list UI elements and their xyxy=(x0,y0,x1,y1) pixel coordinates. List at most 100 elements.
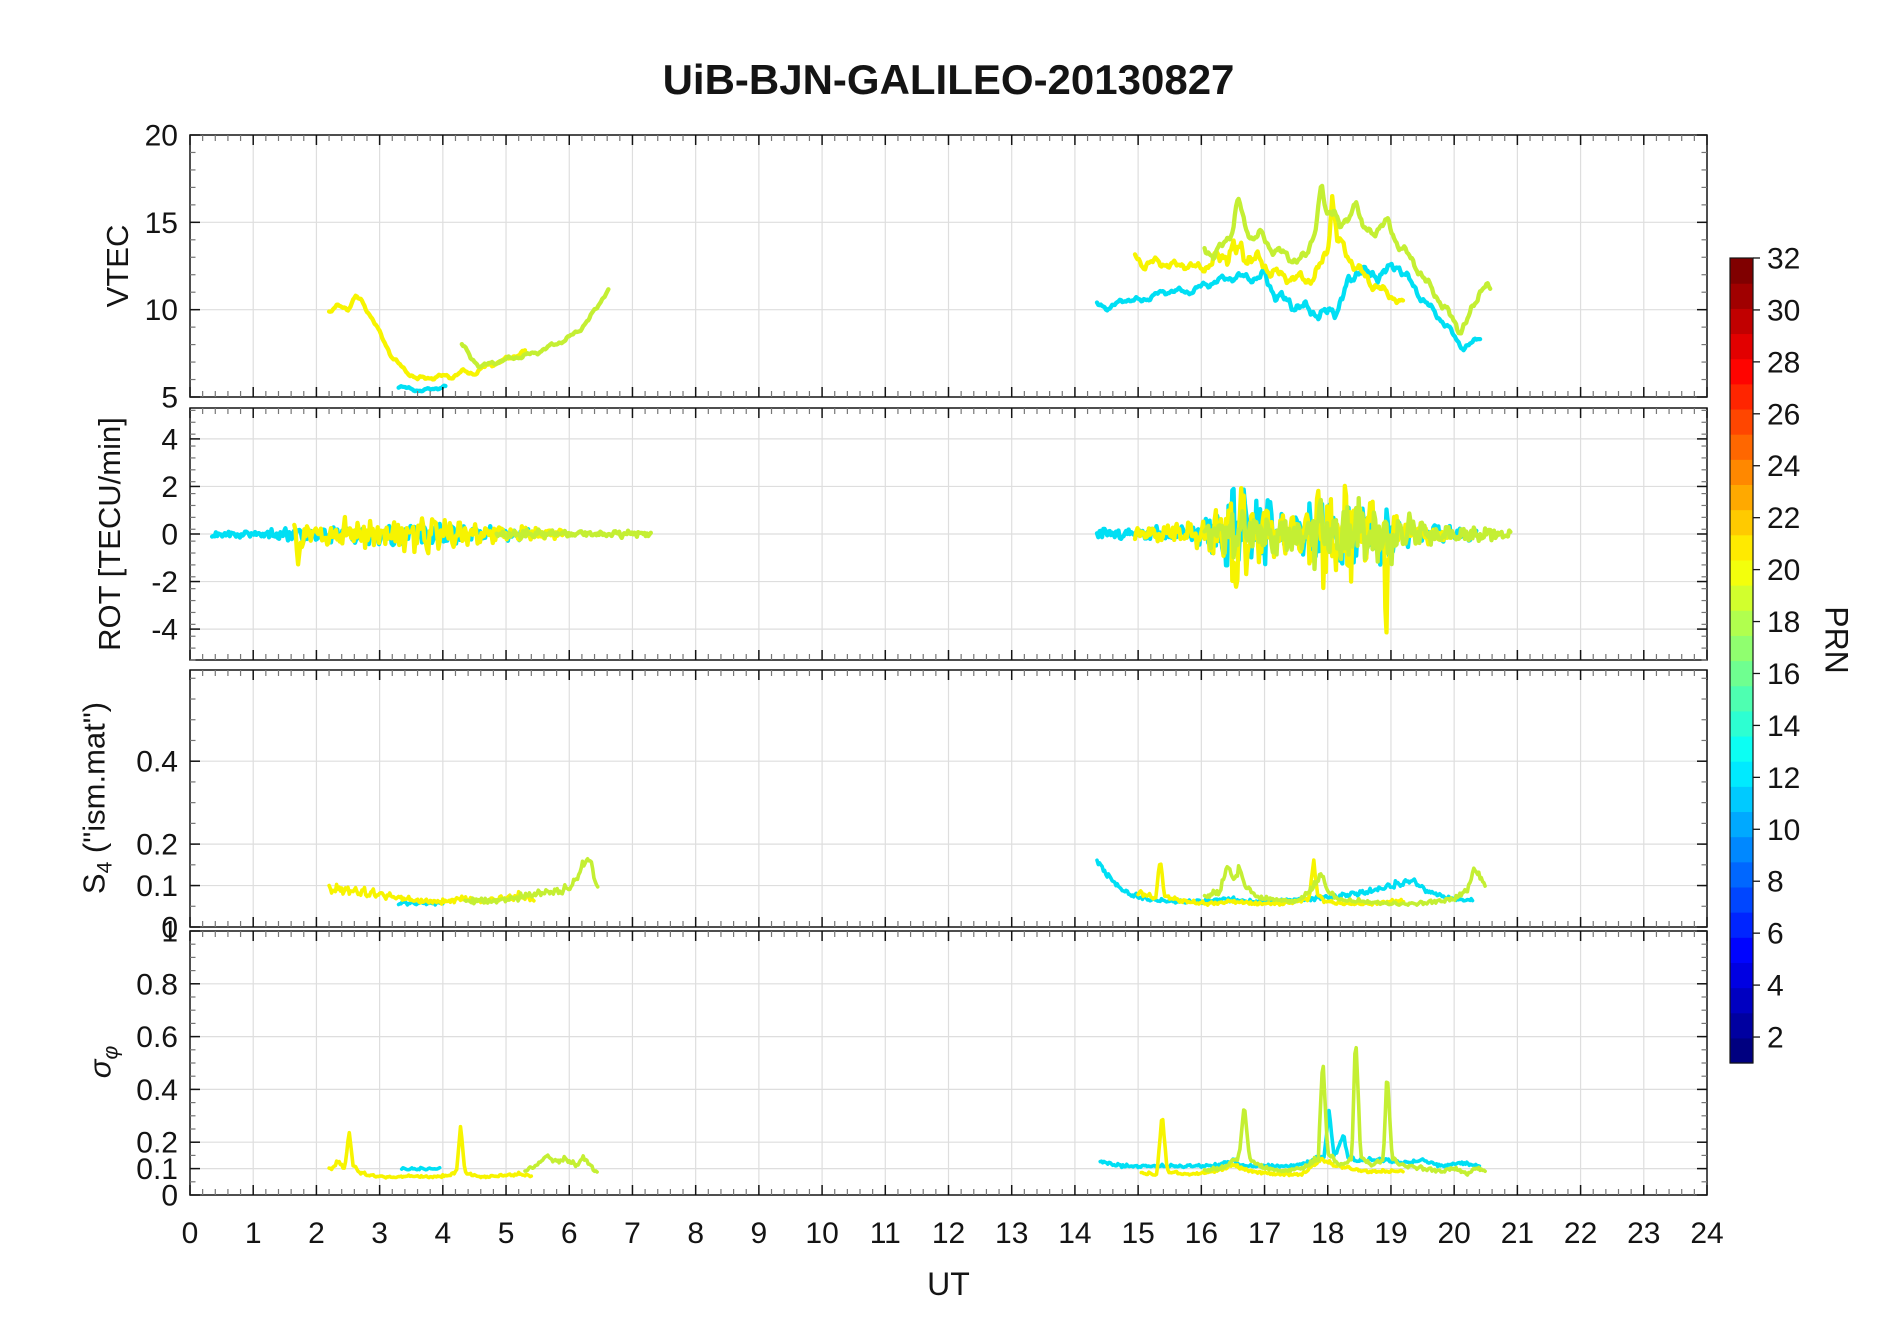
colorbar-band xyxy=(1730,1012,1753,1039)
ytick-label: 0 xyxy=(161,912,178,945)
panel-s4: 0 0.1 0.2 0.4 xyxy=(136,669,1708,945)
ytick-label: 4 xyxy=(161,423,178,456)
xtick-label: 6 xyxy=(561,1217,578,1250)
rot-prn19-trace-0 xyxy=(494,527,653,541)
chart-title: UiB-BJN-GALILEO-20130827 xyxy=(662,56,1235,103)
colorbar-band xyxy=(1730,358,1753,385)
colorbar-tick-label: 8 xyxy=(1767,866,1784,899)
xtick-label: 0 xyxy=(182,1217,199,1250)
colorbar-tick-label: 2 xyxy=(1767,1022,1784,1055)
vtec-prn20-trace-0 xyxy=(326,293,528,382)
colorbar-band xyxy=(1730,761,1753,787)
colorbar-band xyxy=(1730,258,1753,284)
colorbar-band xyxy=(1730,283,1753,309)
panel-vtec: 5 10 15 20 xyxy=(145,120,1708,415)
panel-sigphi: 00.10.2 0.4 0.6 0.8 1 xyxy=(136,916,1708,1213)
panel-rot: -4 -2 0 2 4 xyxy=(151,407,1708,661)
colorbar-band xyxy=(1730,912,1753,938)
ytick-label: 0.4 xyxy=(136,1074,178,1107)
colorbar-band xyxy=(1730,610,1753,636)
panel-sigphi-ticks xyxy=(189,930,1708,1196)
colorbar-band xyxy=(1730,735,1753,762)
colorbar-band xyxy=(1730,308,1753,335)
colorbar-tick-label: 18 xyxy=(1767,606,1800,639)
x-tick-labels: 0 1 2 3 4 5 6 7 8 9 10 11 12 13 14 15 16 17 18 19 20 21 22 23 24 xyxy=(182,1217,1724,1250)
colorbar-band xyxy=(1730,811,1753,838)
x-axis-label: UT xyxy=(927,1266,970,1302)
colorbar-tick-label: 12 xyxy=(1767,762,1800,795)
colorbar-tick-label: 32 xyxy=(1767,243,1800,276)
s4-prn19-trace-1 xyxy=(1202,863,1487,907)
xtick-label: 16 xyxy=(1185,1217,1218,1250)
xtick-label: 14 xyxy=(1058,1217,1091,1250)
ytick-label: 0 xyxy=(161,1180,178,1213)
colorbar-band xyxy=(1730,861,1753,888)
xtick-label: 8 xyxy=(687,1217,704,1250)
colorbar-band xyxy=(1730,333,1753,360)
colorbar-tick-label: 24 xyxy=(1767,450,1800,483)
colorbar-band xyxy=(1730,786,1753,813)
ylabel-sigphi: σφ xyxy=(82,1045,123,1079)
xtick-label: 17 xyxy=(1248,1217,1281,1250)
colorbar-band xyxy=(1730,660,1753,687)
ylabel-s4: S4 ("ism.mat") xyxy=(76,701,117,895)
colorbar-band xyxy=(1730,685,1753,712)
xtick-label: 15 xyxy=(1121,1217,1154,1250)
colorbar-band xyxy=(1730,987,1753,1014)
ylabel-vtec: VTEC xyxy=(100,224,135,308)
xtick-label: 5 xyxy=(498,1217,515,1250)
xtick-label: 11 xyxy=(870,1217,901,1250)
xtick-label: 2 xyxy=(308,1217,325,1250)
colorbar-band xyxy=(1730,886,1753,913)
colorbar-band xyxy=(1730,710,1753,737)
colorbar-band xyxy=(1730,585,1753,611)
panel-s4-ytick-labels: 0 0.1 0.2 0.4 xyxy=(136,746,178,945)
colorbar-tick-label: 30 xyxy=(1767,294,1800,327)
panel-rot-traces xyxy=(209,483,1513,635)
panel-rot-ticks xyxy=(189,408,1708,661)
panel-vtec-grid xyxy=(190,135,1707,397)
xtick-label: 12 xyxy=(932,1217,965,1250)
s4-prn20-trace-0 xyxy=(327,882,536,906)
panel-s4-grid xyxy=(190,670,1707,927)
vtec-prn12-trace-0 xyxy=(396,383,448,394)
sigphi-prn20-trace-0 xyxy=(327,1124,534,1180)
ytick-label: 2 xyxy=(161,471,178,504)
s4-prn19-trace-0 xyxy=(463,856,600,906)
xtick-label: 7 xyxy=(624,1217,641,1250)
panel-sigphi-traces xyxy=(327,1045,1487,1180)
xtick-label: 21 xyxy=(1501,1217,1534,1250)
ytick-label: 0.2 xyxy=(136,1127,178,1160)
colorbar-band xyxy=(1730,509,1753,536)
ytick-label: 0.4 xyxy=(136,746,178,779)
colorbar-box xyxy=(1729,257,1754,1064)
sigphi-prn12-trace-0 xyxy=(399,1165,442,1172)
colorbar-band xyxy=(1730,559,1753,586)
panel-vtec-ytick-labels: 5 10 15 20 xyxy=(145,120,178,415)
rot-prn19-trace-1 xyxy=(1202,496,1513,572)
sigphi-prn19-trace-0 xyxy=(523,1153,599,1174)
colorbar-tick-label: 10 xyxy=(1767,814,1800,847)
xtick-label: 10 xyxy=(805,1217,838,1250)
ytick-label: 0 xyxy=(161,519,178,552)
colorbar-band xyxy=(1730,408,1753,435)
ytick-label: 1 xyxy=(161,916,178,949)
ytick-label: 5 xyxy=(161,382,178,415)
xtick-label: 4 xyxy=(434,1217,451,1250)
ytick-label: 0.1 xyxy=(136,1153,178,1186)
colorbar-band xyxy=(1730,836,1753,863)
colorbar-band xyxy=(1730,962,1753,989)
panel-vtec-ticks xyxy=(189,134,1708,398)
xtick-label: 18 xyxy=(1311,1217,1344,1250)
ytick-label: 15 xyxy=(145,207,178,240)
xtick-label: 19 xyxy=(1374,1217,1407,1250)
ytick-label: -4 xyxy=(151,614,178,647)
colorbar-band xyxy=(1730,635,1753,662)
colorbar-tick-label: 26 xyxy=(1767,398,1800,431)
ytick-label: -2 xyxy=(151,566,178,599)
panel-sigphi-ytick-labels: 00.10.2 0.4 0.6 0.8 1 xyxy=(136,916,178,1213)
colorbar-tick-label: 22 xyxy=(1767,502,1800,535)
panel-s4-ticks xyxy=(189,670,1708,928)
